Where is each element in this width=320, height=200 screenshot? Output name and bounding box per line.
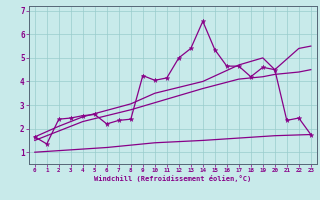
X-axis label: Windchill (Refroidissement éolien,°C): Windchill (Refroidissement éolien,°C) bbox=[94, 175, 252, 182]
